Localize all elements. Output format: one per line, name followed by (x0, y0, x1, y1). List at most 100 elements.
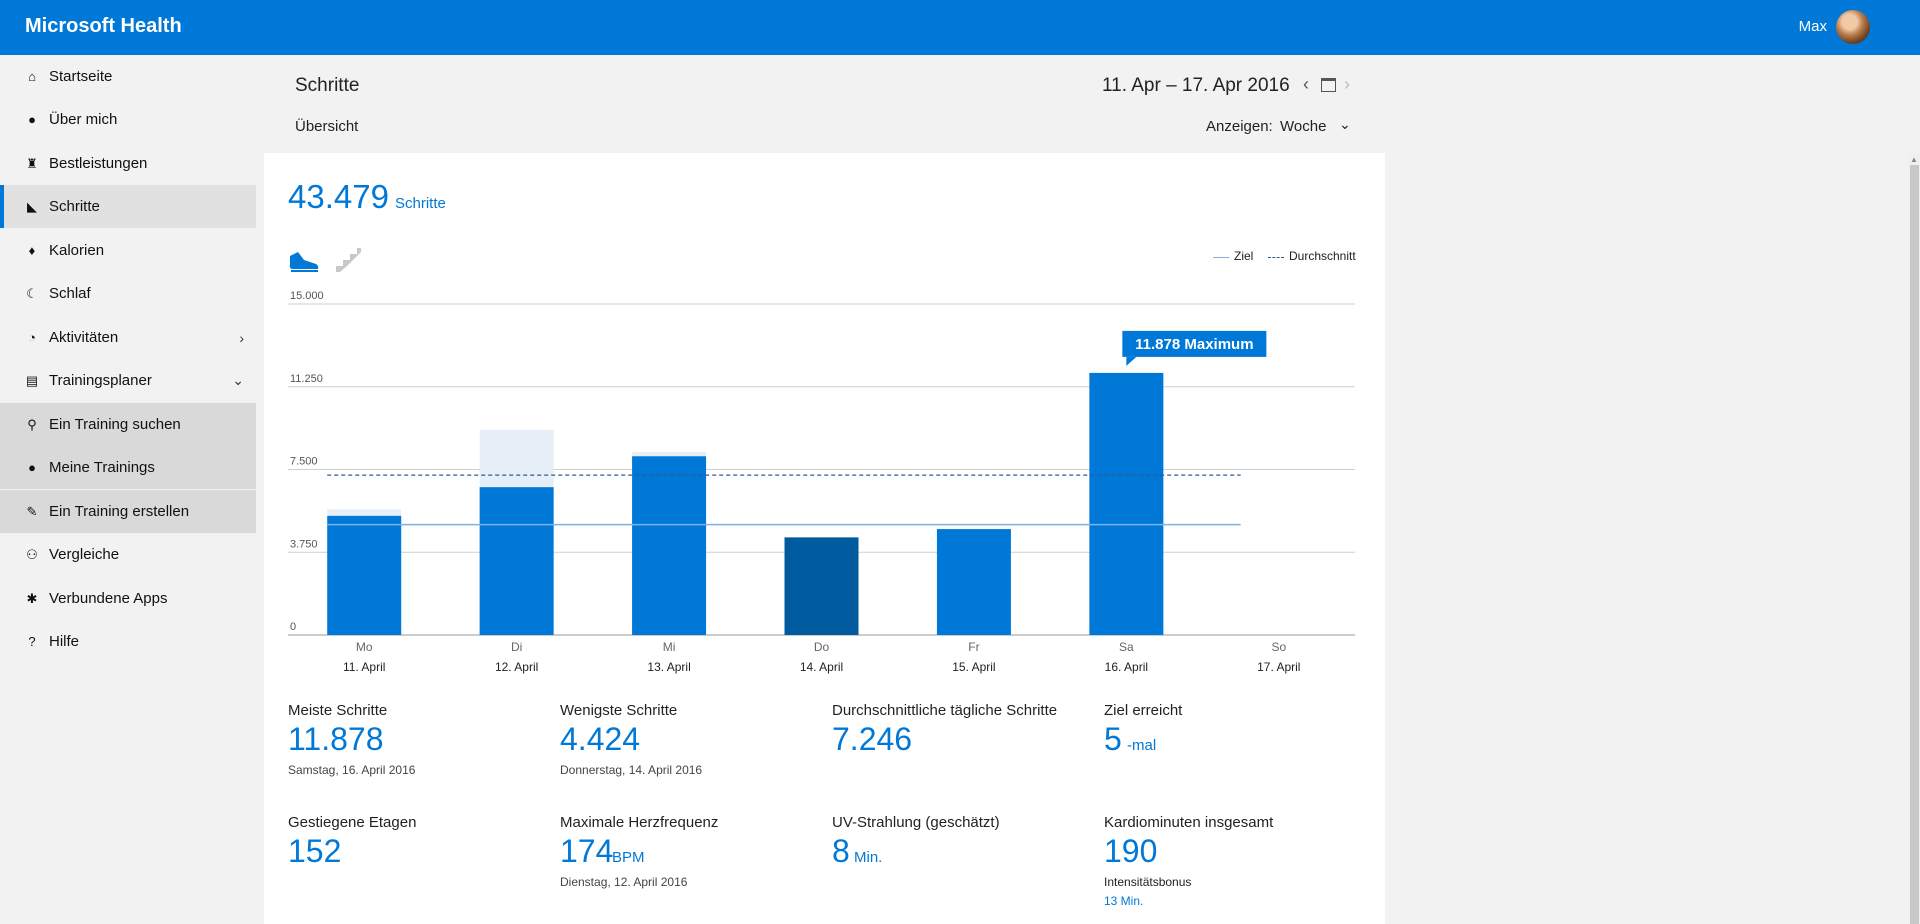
wrench-icon: ✎ (26, 503, 38, 519)
chevron-left-icon[interactable]: ‹ (1303, 74, 1309, 94)
moon-icon: ☾ (26, 285, 38, 301)
sidebar-item-aktivitaeten[interactable]: ◔ Aktivitäten › (0, 316, 256, 359)
sidebar-item-startseite[interactable]: ⌂ Startseite (0, 55, 256, 98)
shoe-icon: ◣ (27, 198, 37, 214)
legend-goal-line (1213, 257, 1229, 258)
period-select[interactable]: Woche (1280, 118, 1327, 135)
scroll-up-icon[interactable]: ▲ (1910, 155, 1918, 164)
chevron-down-icon[interactable]: ⌄ (1339, 116, 1351, 132)
sidebar-item-schlaf[interactable]: ☾ Schlaf (0, 272, 256, 315)
sidebar-item-meine-trainings[interactable]: ● Meine Trainings (0, 446, 256, 489)
bar (1089, 372, 1164, 635)
sidebar-item-vergleiche[interactable]: ⚇ Vergleiche (0, 533, 256, 576)
bar-secondary (632, 451, 707, 457)
x-tick-label: Fr (968, 640, 979, 654)
x-date-label: 15. April (952, 660, 995, 674)
stat-note: Samstag, 16. April 2016 (288, 763, 416, 777)
home-icon: ⌂ (28, 69, 36, 84)
sidebar-item-ueber-mich[interactable]: ● Über mich (0, 98, 256, 141)
stat-note: Donnerstag, 14. April 2016 (560, 763, 703, 777)
stat-value: 7.246 (832, 721, 913, 757)
x-date-label: 12. April (495, 660, 538, 674)
x-tick-label: Do (814, 640, 830, 654)
stat-unit: -mal (1127, 737, 1157, 754)
sidebar-item-label: Vergleiche (49, 546, 120, 563)
stat-value: 4.424 (560, 721, 641, 757)
trophy-icon: ♜ (26, 155, 38, 171)
bar (479, 487, 554, 635)
y-tick-label: 11.250 (290, 373, 323, 385)
stat-label: Wenigste Schritte (560, 702, 678, 719)
legend-average: Durchschnitt (1289, 249, 1356, 263)
max-callout-pointer (1126, 356, 1137, 366)
sidebar-item-label: Ein Training suchen (49, 416, 181, 433)
x-date-label: 14. April (800, 660, 843, 674)
avatar[interactable] (1836, 10, 1870, 44)
app-title[interactable]: Microsoft Health (25, 15, 182, 37)
top-bar: Microsoft Health Max (0, 0, 1920, 55)
y-tick-label: 15.000 (290, 290, 324, 302)
stat-label: Maximale Herzfrequenz (560, 814, 719, 831)
bar-secondary (479, 429, 554, 488)
stat-unit: BPM (612, 849, 645, 866)
stat-value: 174 (560, 833, 614, 869)
x-tick-label: Di (511, 640, 522, 654)
calendar-icon[interactable] (1321, 78, 1336, 92)
show-label: Anzeigen: (1206, 118, 1273, 135)
sidebar-item-label: Ein Training erstellen (49, 503, 190, 520)
sidebar-item-label: Startseite (49, 68, 113, 85)
connected-icon: ✱ (26, 590, 38, 606)
flame-icon: ♦ (28, 243, 36, 258)
sidebar-item-verbundene-apps[interactable]: ✱ Verbundene Apps (0, 577, 256, 620)
stat-label: UV-Strahlung (geschätzt) (832, 814, 1000, 831)
stat-value: 152 (288, 833, 342, 869)
sidebar-item-label: Verbundene Apps (49, 590, 168, 607)
x-tick-label: Mo (356, 640, 373, 654)
stat-label: Ziel erreicht (1104, 702, 1183, 719)
chevron-right-icon[interactable]: › (1344, 74, 1350, 94)
stat-label: Durchschnittliche tägliche Schritte (832, 702, 1058, 719)
sidebar-item-hilfe[interactable]: ? Hilfe (0, 620, 256, 663)
search-icon: ⚲ (27, 416, 37, 432)
sidebar-item-label: Über mich (49, 111, 118, 128)
sidebar-item-label: Schritte (49, 198, 100, 215)
legend-average-line (1268, 257, 1284, 258)
x-date-label: 16. April (1105, 660, 1148, 674)
person-icon: ● (28, 460, 36, 475)
x-date-label: 11. April (343, 660, 385, 674)
bar-secondary (327, 509, 402, 516)
clipboard-icon: ▤ (25, 372, 39, 388)
stairs-icon[interactable] (334, 246, 362, 274)
chevron-right-icon: › (239, 329, 244, 346)
x-tick-label: Sa (1119, 640, 1134, 654)
sidebar: ⌂ Startseite ● Über mich ♜ Bestleistunge… (0, 55, 256, 924)
stat-value: 190 (1104, 833, 1158, 869)
stat-note-secondary: 13 Min. (1104, 894, 1144, 908)
x-date-label: 13. April (647, 660, 690, 674)
stat-label: Kardiominuten insgesamt (1104, 814, 1274, 831)
bar (784, 537, 859, 635)
stat-value: 11.878 (288, 721, 384, 757)
y-tick-label: 3.750 (290, 538, 318, 550)
user-name[interactable]: Max (1798, 18, 1827, 35)
total-steps-unit: Schritte (395, 195, 446, 212)
bar (632, 456, 707, 635)
sidebar-item-training-suchen[interactable]: ⚲ Ein Training suchen (0, 403, 256, 446)
sidebar-item-trainingsplaner[interactable]: ▤ Trainingsplaner ⌄ (0, 359, 256, 402)
x-date-label: 17. April (1257, 660, 1300, 674)
sidebar-item-bestleistungen[interactable]: ♜ Bestleistungen (0, 142, 256, 185)
sidebar-item-label: Kalorien (49, 242, 105, 259)
sidebar-item-schritte[interactable]: ◣ Schritte (0, 185, 256, 228)
sidebar-item-training-erstellen[interactable]: ✎ Ein Training erstellen (0, 490, 256, 533)
sidebar-item-kalorien[interactable]: ♦ Kalorien (0, 229, 256, 272)
shoe-icon[interactable] (288, 246, 320, 274)
legend-goal: Ziel (1234, 249, 1254, 263)
stat-value: 8 (832, 833, 850, 869)
y-tick-label: 0 (290, 621, 296, 633)
sidebar-item-label: Schlaf (49, 285, 91, 302)
chevron-down-icon: ⌄ (232, 372, 244, 388)
scrollbar-thumb[interactable] (1910, 165, 1919, 924)
max-callout-label: 11.878 Maximum (1135, 336, 1253, 353)
tab-uebersicht[interactable]: Übersicht (295, 118, 359, 135)
x-tick-label: So (1271, 640, 1286, 654)
